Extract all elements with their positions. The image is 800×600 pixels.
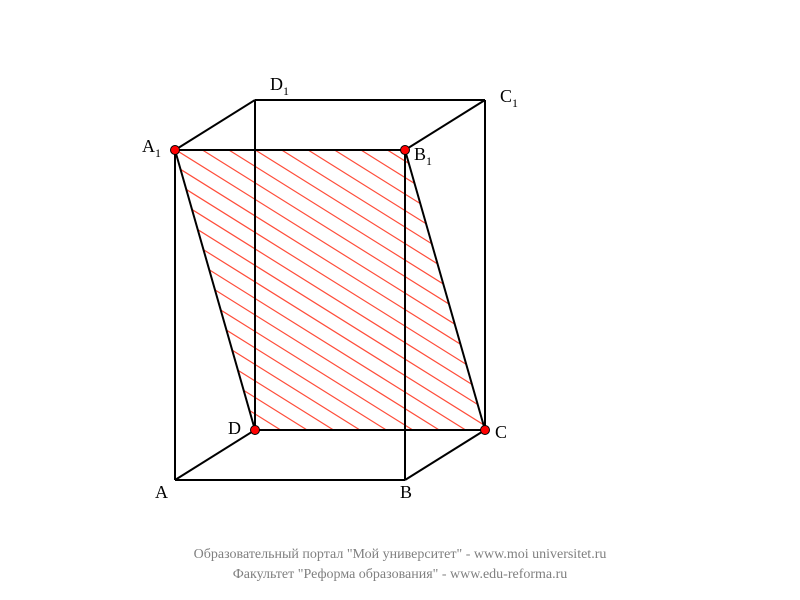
svg-text:C: C	[495, 422, 507, 442]
svg-text:A: A	[155, 482, 168, 502]
marked-points	[171, 146, 490, 435]
svg-text:B: B	[400, 482, 412, 502]
footer-text: Образовательный портал "Мой университет"…	[0, 545, 800, 584]
vertex-labels: A B C D A1 B1 C1 D1	[142, 74, 518, 502]
svg-text:D1: D1	[270, 74, 289, 98]
footer-line1: Образовательный портал "Мой университет"…	[194, 547, 607, 562]
prism-diagram: A B C D A1 B1 C1 D1	[0, 0, 800, 520]
section-outline	[175, 150, 485, 430]
prism-edges	[175, 100, 485, 480]
svg-text:A1: A1	[142, 136, 161, 160]
svg-text:B1: B1	[414, 144, 432, 168]
footer-line2: Факультет "Реформа образования" - www.ed…	[233, 567, 568, 582]
svg-text:D: D	[228, 418, 241, 438]
svg-text:C1: C1	[500, 86, 518, 110]
section-hatch	[15, 0, 641, 520]
